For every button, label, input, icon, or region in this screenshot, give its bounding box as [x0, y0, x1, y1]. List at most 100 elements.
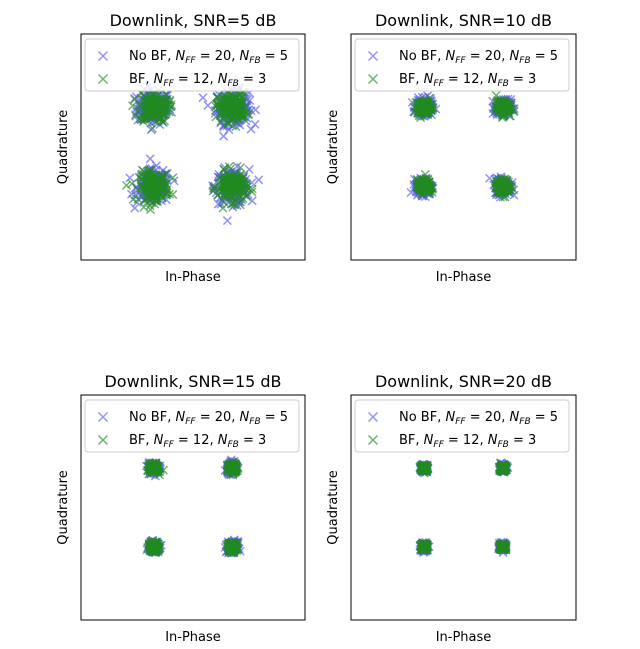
scatter-point — [224, 190, 234, 200]
scatter-point — [246, 124, 256, 134]
scatter-point — [157, 97, 167, 107]
scatter-point — [244, 164, 254, 174]
scatter-point — [152, 193, 162, 203]
legend: No BF, NFF = 20, NFB = 5BF, NFF = 12, NF… — [84, 38, 300, 92]
x-axis-label: In-Phase — [165, 270, 221, 285]
legend-box — [354, 38, 570, 92]
legend: No BF, NFF = 20, NFB = 5 BF, NFF = 12, NF… — [84, 399, 300, 453]
scatter-point — [494, 463, 504, 473]
scatter-point — [147, 170, 157, 180]
scatter-point — [147, 123, 157, 133]
axes-frame — [80, 33, 306, 261]
y-axis-label: Quadrature — [326, 110, 341, 184]
scatter-point — [165, 95, 175, 105]
scatter-point — [160, 89, 170, 99]
scatter-point — [146, 542, 156, 552]
subplot-title: Downlink, SNR=5 dB — [110, 11, 277, 30]
scatter-point — [140, 113, 150, 123]
scatter-point — [231, 122, 241, 132]
legend: No BF, NFF = 20, NFB = 5 BF, NFF = 12, NF… — [354, 38, 570, 92]
scatter-point — [254, 175, 264, 185]
scatter-point — [236, 179, 246, 189]
x-axis-label: In-Phase — [165, 630, 221, 645]
scatter-point — [426, 105, 436, 115]
scatter-point — [229, 184, 239, 194]
scatter-point — [208, 186, 218, 196]
scatter-point — [497, 110, 507, 120]
subplot-2: Downlink, SNR=10 dB In-Phase Quadrature No … — [326, 11, 577, 285]
scatter-point — [162, 94, 172, 104]
y-axis-label: Quadrature — [56, 110, 71, 184]
scatter-point — [419, 463, 429, 473]
scatter-point — [157, 170, 167, 180]
scatter-point — [168, 189, 178, 199]
legend-label: No BF, NFF = 20, NFB = 5 — [129, 410, 288, 427]
scatter-point — [139, 202, 149, 212]
subplot-1: Downlink, SNR=5 dB In-Phase Quadrature No B… — [56, 11, 306, 285]
scatter-point — [421, 187, 432, 197]
scatter-point — [218, 186, 228, 196]
legend-label: No BF, NFF = 20, NFB = 5 — [129, 49, 288, 66]
scatter-point — [226, 545, 236, 555]
scatter-point — [143, 194, 153, 204]
legend-marker — [97, 411, 109, 423]
scatter-point — [227, 542, 237, 552]
scatter-point — [418, 106, 428, 116]
scatter-point — [156, 106, 166, 116]
scatter-point — [147, 105, 157, 116]
scatter-point — [427, 104, 438, 115]
legend-marker — [97, 434, 109, 446]
scatter-point — [231, 110, 241, 120]
scatter-point — [125, 173, 135, 183]
scatter-point — [155, 189, 165, 199]
legend-label: BF, NFF = 12, NFB = 3 — [129, 433, 266, 450]
legend-label: No BF, NFF = 20, NFB = 5 — [399, 49, 558, 66]
scatter-point — [121, 180, 131, 190]
scatter-point — [502, 186, 512, 196]
legend-box — [84, 38, 300, 92]
scatter-point — [219, 164, 229, 174]
scatter-point — [250, 105, 261, 115]
series-bf — [143, 457, 243, 558]
series-bf — [410, 90, 519, 202]
scatter-point — [231, 172, 241, 182]
scatter-point — [502, 182, 512, 192]
x-axis-label: In-Phase — [436, 270, 492, 285]
scatter-point — [155, 179, 165, 189]
scatter-point — [198, 93, 208, 103]
scatter-point — [224, 176, 234, 186]
scatter-point — [416, 178, 426, 188]
legend-label: BF, NFF = 12, NFB = 3 — [399, 72, 536, 89]
scatter-point — [222, 216, 232, 226]
legend-marker — [367, 73, 379, 85]
scatter-point — [142, 197, 152, 207]
legend-marker — [97, 50, 109, 62]
scatter-point — [417, 97, 427, 107]
scatter-point — [145, 154, 155, 164]
subplot-title: Downlink, SNR=15 dB — [104, 372, 281, 391]
scatter-point — [499, 101, 509, 111]
scatter-points — [141, 455, 245, 558]
scatter-point — [226, 464, 236, 475]
scatter-point — [236, 162, 246, 173]
scatter-point — [144, 464, 155, 474]
axes-frame — [350, 33, 577, 261]
scatter-point — [496, 173, 506, 183]
subplot-title: Downlink, SNR=10 dB — [375, 11, 552, 30]
scatter-points — [406, 90, 519, 202]
scatter-point — [136, 100, 146, 110]
series-bf — [415, 459, 513, 555]
scatter-point — [219, 100, 229, 110]
scatter-point — [228, 90, 239, 100]
subplot-3: Downlink, SNR=15 dBIn-PhaseQuadratureNo … — [56, 372, 306, 645]
scatter-point — [239, 189, 249, 199]
scatter-point — [151, 462, 161, 472]
subplot-4: Downlink, SNR=20 dBIn-PhaseQuadratureNo … — [326, 372, 577, 645]
scatter-point — [227, 199, 237, 209]
scatter-point — [136, 174, 146, 184]
scatter-points — [415, 458, 513, 558]
legend-marker — [367, 50, 379, 62]
scatter-point — [143, 98, 153, 108]
scatter-point — [160, 116, 170, 126]
